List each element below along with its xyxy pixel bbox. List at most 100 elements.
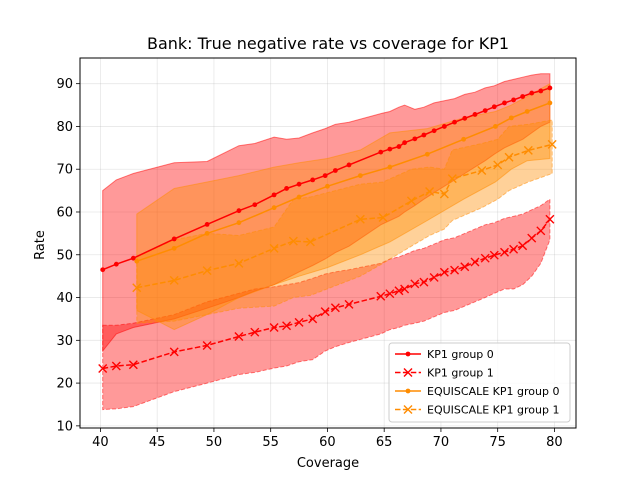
kp1-group-1-point bbox=[394, 286, 404, 296]
kp1-group-0-point bbox=[502, 100, 507, 106]
kp1-group-0-point bbox=[332, 168, 338, 173]
kp1-group-0-point bbox=[441, 124, 447, 129]
kp1-group-0-point bbox=[547, 85, 553, 91]
kp1-group-1-point bbox=[282, 321, 292, 331]
kp1-group-1-line bbox=[102, 218, 551, 370]
kp1-group-1-point bbox=[429, 272, 439, 282]
kp1-group-1-point bbox=[169, 347, 179, 357]
kp1-group-0-point bbox=[402, 140, 408, 146]
equiscale-kp1-group-0-point bbox=[204, 230, 210, 236]
equiscale-kp1-group-0-point bbox=[387, 164, 393, 170]
kp1-group-0-point bbox=[310, 177, 316, 183]
x-tick-label: 50 bbox=[206, 435, 223, 450]
y-tick-label: 30 bbox=[56, 334, 73, 349]
kp1-group-1-point bbox=[450, 265, 460, 275]
equiscale-kp1-group-1-point bbox=[288, 236, 298, 246]
kp1-group-1-point bbox=[518, 241, 528, 251]
kp1-group-0-point bbox=[396, 144, 402, 149]
equiscale-kp1-group-0-point bbox=[424, 151, 430, 157]
kp1-group-1-legend-label: KP1 group 1 bbox=[427, 367, 494, 380]
equiscale-kp1-group-1-point bbox=[406, 196, 416, 206]
x-tick-label: 40 bbox=[92, 435, 109, 450]
equiscale-kp1-group-1-line bbox=[136, 143, 553, 289]
equiscale-kp1-group-0-point bbox=[171, 245, 177, 251]
kp1-group-0-point bbox=[378, 149, 384, 155]
equiscale-kp1-group-1-point bbox=[447, 174, 457, 184]
confidence-bands bbox=[102, 73, 553, 411]
kp1-group-0-legend-marker bbox=[405, 351, 411, 357]
kp1-group-1-point bbox=[234, 331, 244, 341]
x-tick-label: 80 bbox=[546, 435, 563, 450]
kp1-group-1-point bbox=[489, 250, 499, 260]
kp1-group-0-point bbox=[482, 108, 488, 114]
equiscale-kp1-group-1-point bbox=[523, 145, 533, 155]
equiscale-kp1-group-0-point bbox=[461, 136, 467, 142]
equiscale-kp1-group-0-point bbox=[134, 258, 140, 264]
equiscale-kp1-group-0-point bbox=[508, 115, 514, 121]
equiscale-kp1-group-1-point bbox=[439, 189, 449, 199]
kp1-group-0-point bbox=[472, 112, 478, 117]
kp1-group-1-point bbox=[470, 257, 480, 267]
kp1-group-0-point bbox=[236, 208, 242, 214]
equiscale-kp1-group-1-legend-label: EQUISCALE KP1 group 1 bbox=[427, 404, 559, 417]
y-axis-label: Rate bbox=[33, 230, 48, 260]
kp1-group-0-point bbox=[431, 128, 437, 134]
kp1-group-1-point bbox=[320, 307, 330, 317]
equiscale-kp1-group-0-point bbox=[325, 183, 330, 189]
kp1-group-1-point bbox=[545, 214, 555, 224]
kp1-group-1-point bbox=[294, 317, 304, 327]
x-axis-label: Coverage bbox=[297, 456, 359, 471]
kp1-group-0-point bbox=[452, 119, 457, 125]
kp1-group-0-point bbox=[171, 236, 177, 242]
kp1-group-1-point bbox=[480, 253, 490, 263]
equiscale-kp1-group-1-point bbox=[169, 275, 179, 285]
kp1-group-1-point bbox=[410, 279, 420, 289]
kp1-group-1-point bbox=[344, 299, 354, 309]
kp1-group-1-point bbox=[202, 340, 212, 350]
kp1-group-0-point bbox=[421, 132, 427, 138]
kp1-group-0-legend-label: KP1 group 0 bbox=[427, 348, 494, 361]
y-tick-label: 20 bbox=[56, 377, 73, 392]
equiscale-kp1-group-0-point bbox=[524, 109, 530, 114]
kp1-group-1-band bbox=[102, 198, 551, 411]
x-tick-label: 65 bbox=[376, 435, 393, 450]
legend: KP1 group 0 KP1 group 1 EQUISCALE KP1 grou… bbox=[388, 342, 571, 423]
kp1-group-0-point bbox=[520, 94, 526, 99]
equiscale-kp1-group-0-point bbox=[271, 205, 277, 211]
equiscale-kp1-group-1-point bbox=[477, 166, 487, 175]
kp1-group-1-point bbox=[400, 284, 410, 294]
kp1-group-1-point bbox=[376, 291, 386, 301]
kp1-group-1-point bbox=[330, 303, 340, 313]
kp1-group-1-point bbox=[499, 247, 509, 257]
equiscale-kp1-group-0-legend-marker bbox=[405, 388, 411, 394]
x-tick-label: 60 bbox=[319, 435, 336, 450]
equiscale-kp1-group-1-point bbox=[547, 139, 557, 149]
equiscale-kp1-group-0-band bbox=[136, 82, 551, 331]
kp1-group-0-point bbox=[322, 173, 328, 179]
y-tick-label: 40 bbox=[56, 291, 73, 306]
kp1-group-1-point bbox=[527, 233, 537, 243]
y-tick-label: 70 bbox=[56, 163, 73, 178]
kp1-group-1-point bbox=[536, 226, 546, 236]
kp1-group-0-point bbox=[271, 192, 277, 198]
kp1-group-0-point bbox=[284, 186, 289, 191]
equiscale-kp1-group-0-point bbox=[493, 124, 498, 129]
equiscale-kp1-group-1-point bbox=[425, 186, 435, 196]
kp1-group-0-point bbox=[100, 267, 106, 273]
equiscale-kp1-group-0-point bbox=[547, 100, 553, 106]
kp1-group-0-point bbox=[346, 162, 352, 168]
kp1-group-0-point bbox=[204, 221, 210, 227]
kp1-group-0-point bbox=[491, 104, 497, 110]
equiscale-kp1-group-0-point bbox=[236, 220, 242, 226]
kp1-group-0-point bbox=[538, 88, 544, 94]
kp1-group-0-point bbox=[511, 97, 516, 103]
plot-frame bbox=[79, 57, 577, 429]
equiscale-kp1-group-0-legend-label: EQUISCALE KP1 group 0 bbox=[427, 385, 559, 398]
y-axis-ticks: 10 20 30 40 50 60 70 80 90 bbox=[56, 77, 80, 434]
kp1-group-0-point bbox=[529, 90, 535, 96]
x-tick-label: 75 bbox=[489, 435, 506, 450]
x-tick-label: 55 bbox=[262, 435, 279, 450]
chart-title: Bank: True negative rate vs coverage for… bbox=[147, 34, 509, 53]
kp1-group-1-legend-marker bbox=[403, 368, 413, 377]
